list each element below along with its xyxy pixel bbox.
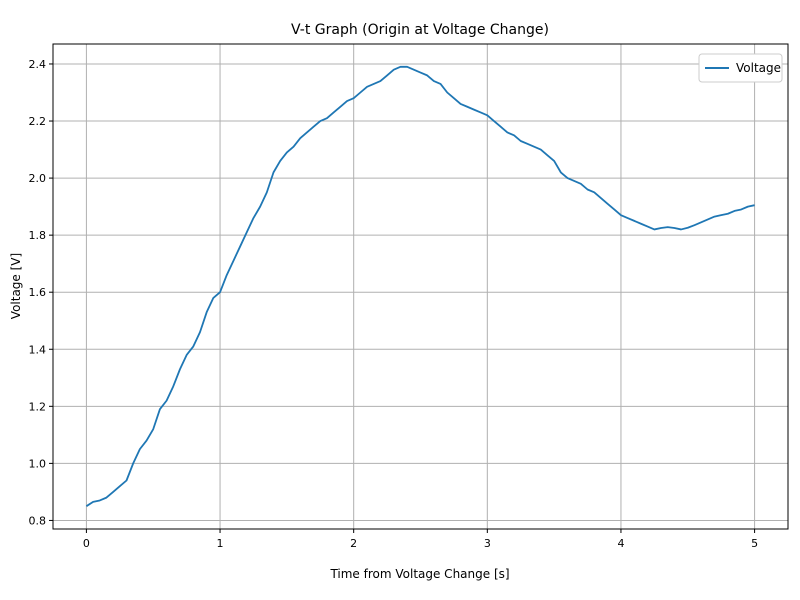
- y-tick-label: 1.6: [29, 286, 47, 299]
- series-line-voltage: [85, 65, 755, 507]
- legend-box: [698, 53, 783, 83]
- legend: Voltage: [698, 53, 783, 83]
- y-axis-label: Voltage [V]: [9, 253, 23, 319]
- legend-label-voltage: Voltage: [736, 61, 781, 75]
- y-tick-label: 2.4: [29, 58, 47, 71]
- chart-title: V-t Graph (Origin at Voltage Change): [291, 22, 549, 38]
- y-tick-label: 0.8: [29, 514, 47, 527]
- x-tick-label: 1: [217, 537, 224, 550]
- x-tick-label: 3: [484, 537, 491, 550]
- y-tick-label: 2.2: [29, 115, 47, 128]
- y-tick-label: 1.8: [29, 229, 47, 242]
- y-tick-label: 2.0: [29, 172, 47, 185]
- y-tick-label: 1.2: [29, 400, 47, 413]
- x-tick-label: 2: [350, 537, 357, 550]
- plot-area: [85, 65, 755, 507]
- x-axis-label: Time from Voltage Change [s]: [329, 567, 509, 581]
- x-tick-label: 0: [83, 537, 90, 550]
- axes-frame: [52, 43, 789, 530]
- x-tick-label: 4: [617, 537, 624, 550]
- y-tick-label: 1.0: [29, 457, 47, 470]
- x-tick-label: 5: [751, 537, 758, 550]
- ticks: 0 1 2 3 4 5 0.8 1.0 1.2 1.4 1.6 1.8 2.0 2.2 2.4: [29, 58, 759, 550]
- y-tick-label: 1.4: [29, 343, 47, 356]
- grid: [53, 44, 788, 529]
